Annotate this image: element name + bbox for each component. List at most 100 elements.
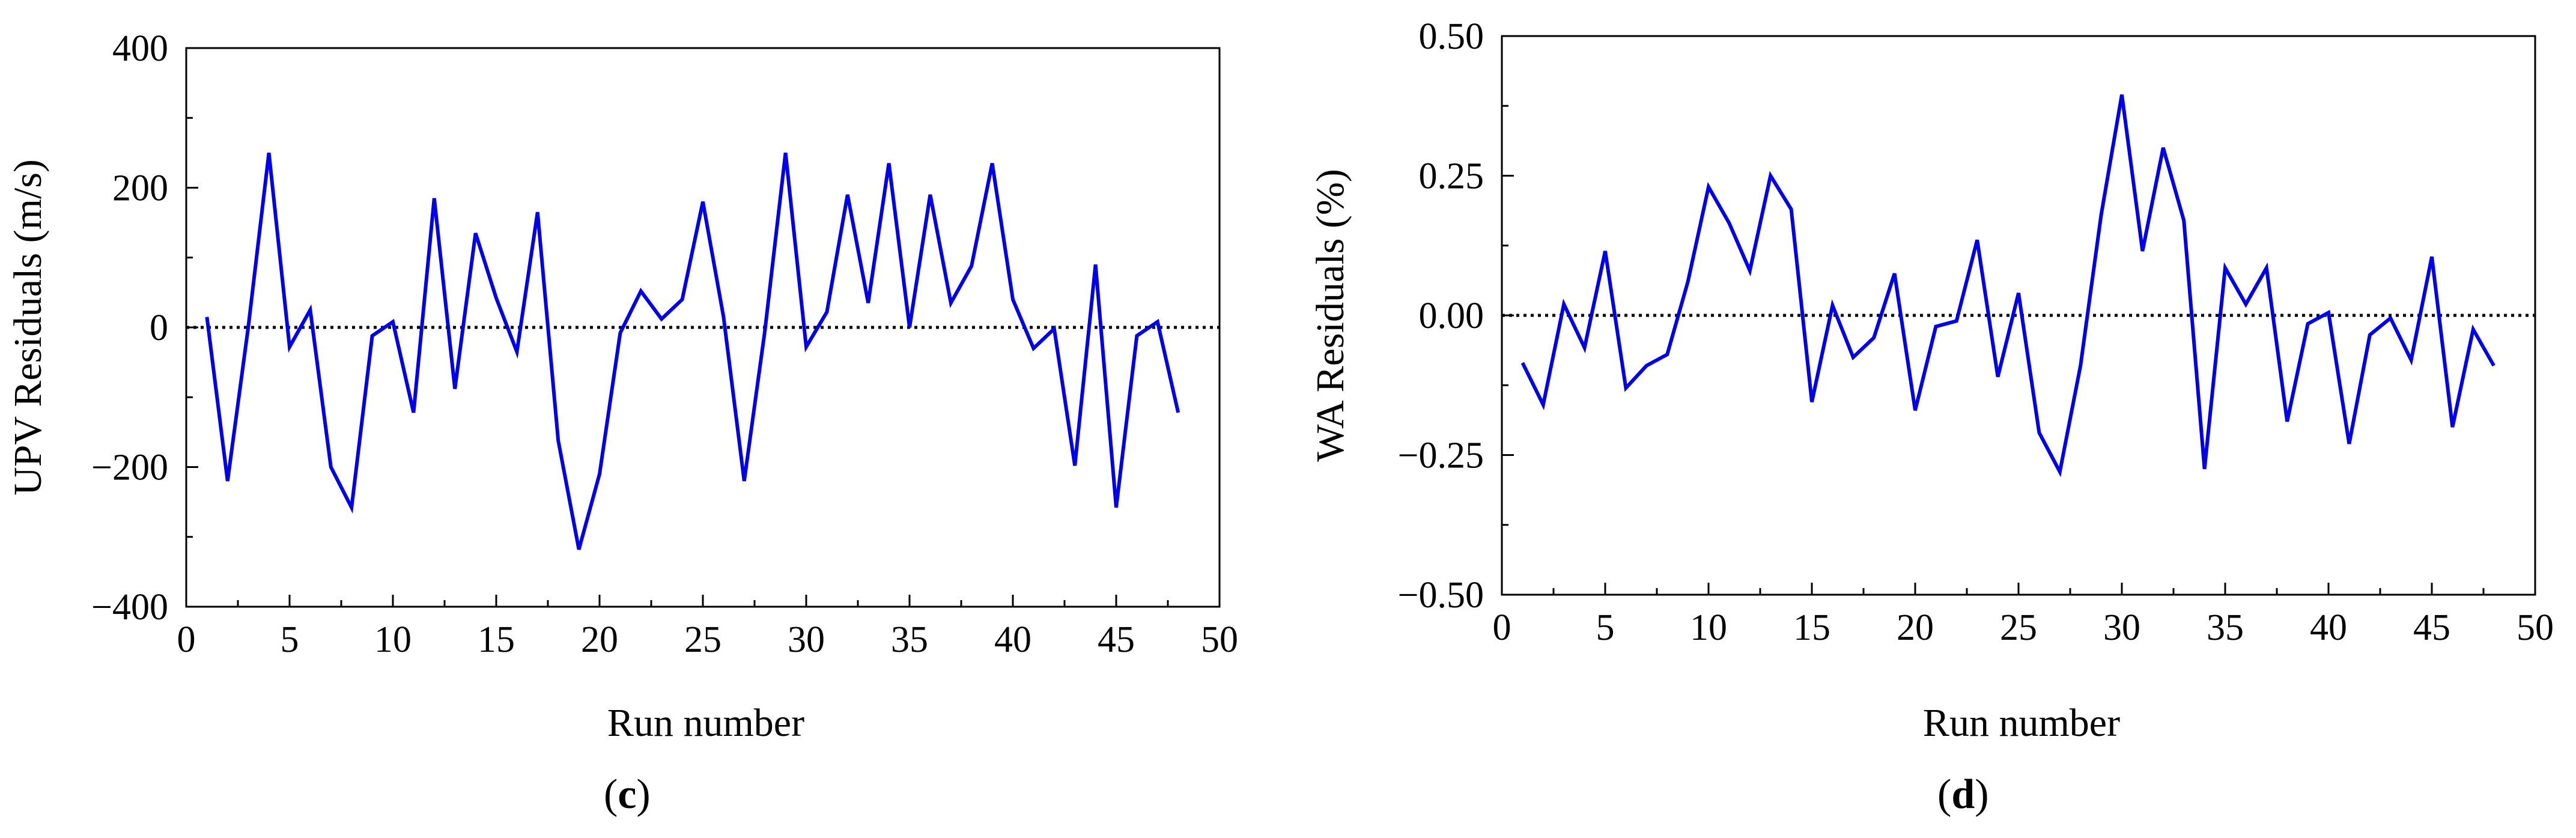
x-tick-label: 10	[374, 619, 412, 660]
y-tick-label: −0.25	[1398, 436, 1484, 476]
residuals-series-line	[205, 153, 1180, 550]
data-point	[2492, 364, 2496, 368]
panel-label: (d)	[1937, 771, 1989, 818]
data-point	[1790, 207, 1793, 211]
data-point	[598, 472, 601, 476]
data-point	[536, 210, 539, 214]
x-tick-label: 35	[891, 619, 928, 660]
y-tick-label: 400	[112, 28, 168, 69]
data-point	[804, 345, 808, 349]
data-point	[288, 345, 291, 349]
data-point	[1562, 302, 1566, 306]
data-point	[1031, 347, 1035, 350]
data-point	[1872, 336, 1876, 339]
x-tick-label: 15	[478, 619, 515, 660]
data-point	[846, 193, 849, 196]
x-tick-label: 20	[1897, 607, 1934, 648]
y-tick-label: −0.50	[1398, 575, 1484, 616]
data-point	[866, 301, 870, 305]
x-tick-label: 25	[684, 619, 721, 660]
data-point	[2327, 311, 2330, 314]
x-tick-label: 45	[2413, 607, 2450, 648]
data-point	[2430, 255, 2434, 258]
data-point	[784, 151, 788, 154]
data-point	[474, 231, 478, 235]
data-point	[1810, 400, 1814, 404]
data-point	[1583, 346, 1587, 350]
data-point	[2017, 291, 2020, 295]
data-point	[391, 320, 395, 324]
data-point	[2037, 431, 2041, 434]
x-tick-label: 5	[1596, 607, 1615, 648]
data-point	[1830, 303, 1834, 307]
data-point	[2368, 333, 2372, 337]
x-tick-label: 5	[281, 619, 299, 660]
data-point	[660, 317, 663, 321]
data-point	[246, 326, 250, 329]
x-tick-label: 20	[581, 619, 618, 660]
data-point	[1603, 249, 1607, 253]
x-tick-label: 0	[177, 619, 196, 660]
data-point	[2347, 442, 2351, 446]
data-point	[2203, 467, 2207, 471]
x-tick-label: 45	[1098, 619, 1135, 660]
data-point	[1094, 263, 1098, 266]
data-point	[1686, 280, 1690, 284]
x-axis-title: Run number	[607, 701, 804, 745]
y-tick-label: 0	[150, 308, 168, 348]
chart-panel-d: 0 5 10 15 20 25 30 35 40 45 50 −0.50 −0.25 0.00 0.25 0.…	[1308, 16, 2554, 818]
data-point	[1769, 174, 1772, 178]
data-point	[329, 466, 333, 469]
data-point	[2140, 249, 2144, 253]
data-point	[2223, 266, 2227, 270]
data-point	[1748, 269, 1752, 273]
data-point	[2079, 364, 2082, 368]
data-point	[970, 264, 973, 268]
data-point	[825, 310, 828, 314]
data-point	[494, 296, 498, 300]
x-tick-label: 15	[1793, 607, 1830, 648]
data-point	[1053, 327, 1056, 330]
data-point	[515, 350, 518, 354]
residuals-series-line	[1520, 94, 2496, 478]
data-point	[2471, 327, 2475, 331]
data-point	[1934, 325, 1937, 329]
x-tick-label: 50	[1201, 619, 1238, 660]
data-point	[1520, 361, 1524, 365]
data-point	[453, 387, 457, 390]
data-point	[2161, 146, 2165, 150]
data-point	[681, 298, 684, 302]
data-point	[2389, 317, 2392, 320]
y-tick-label: −400	[91, 587, 168, 628]
y-axis-title: UPV Residuals (m/s)	[6, 159, 50, 496]
data-point	[701, 200, 705, 204]
data-point	[1176, 411, 1180, 414]
data-point	[763, 329, 767, 333]
x-axis-title: Run number	[1923, 701, 2120, 745]
data-point	[2120, 93, 2124, 97]
data-point	[991, 162, 994, 165]
panel-label: (c)	[604, 771, 651, 818]
data-point	[1955, 319, 1958, 323]
x-tick-label: 10	[1690, 607, 1727, 648]
data-point	[1645, 364, 1648, 368]
data-point	[928, 193, 932, 196]
data-point	[556, 439, 560, 442]
data-point	[1996, 375, 2000, 378]
data-point	[577, 548, 581, 551]
data-point	[1073, 464, 1077, 467]
y-tick-label: −200	[91, 448, 168, 488]
x-tick-label: 0	[1493, 607, 1511, 648]
data-point	[1975, 238, 1979, 241]
plot-frame	[185, 47, 1221, 608]
data-point	[1913, 408, 1917, 412]
data-point	[1707, 185, 1710, 189]
data-point	[2450, 425, 2454, 429]
plot-frame	[1501, 35, 2536, 596]
data-point	[267, 151, 271, 154]
data-point	[618, 331, 622, 335]
data-point	[412, 411, 415, 414]
data-point	[2265, 266, 2268, 270]
data-point	[433, 196, 436, 200]
